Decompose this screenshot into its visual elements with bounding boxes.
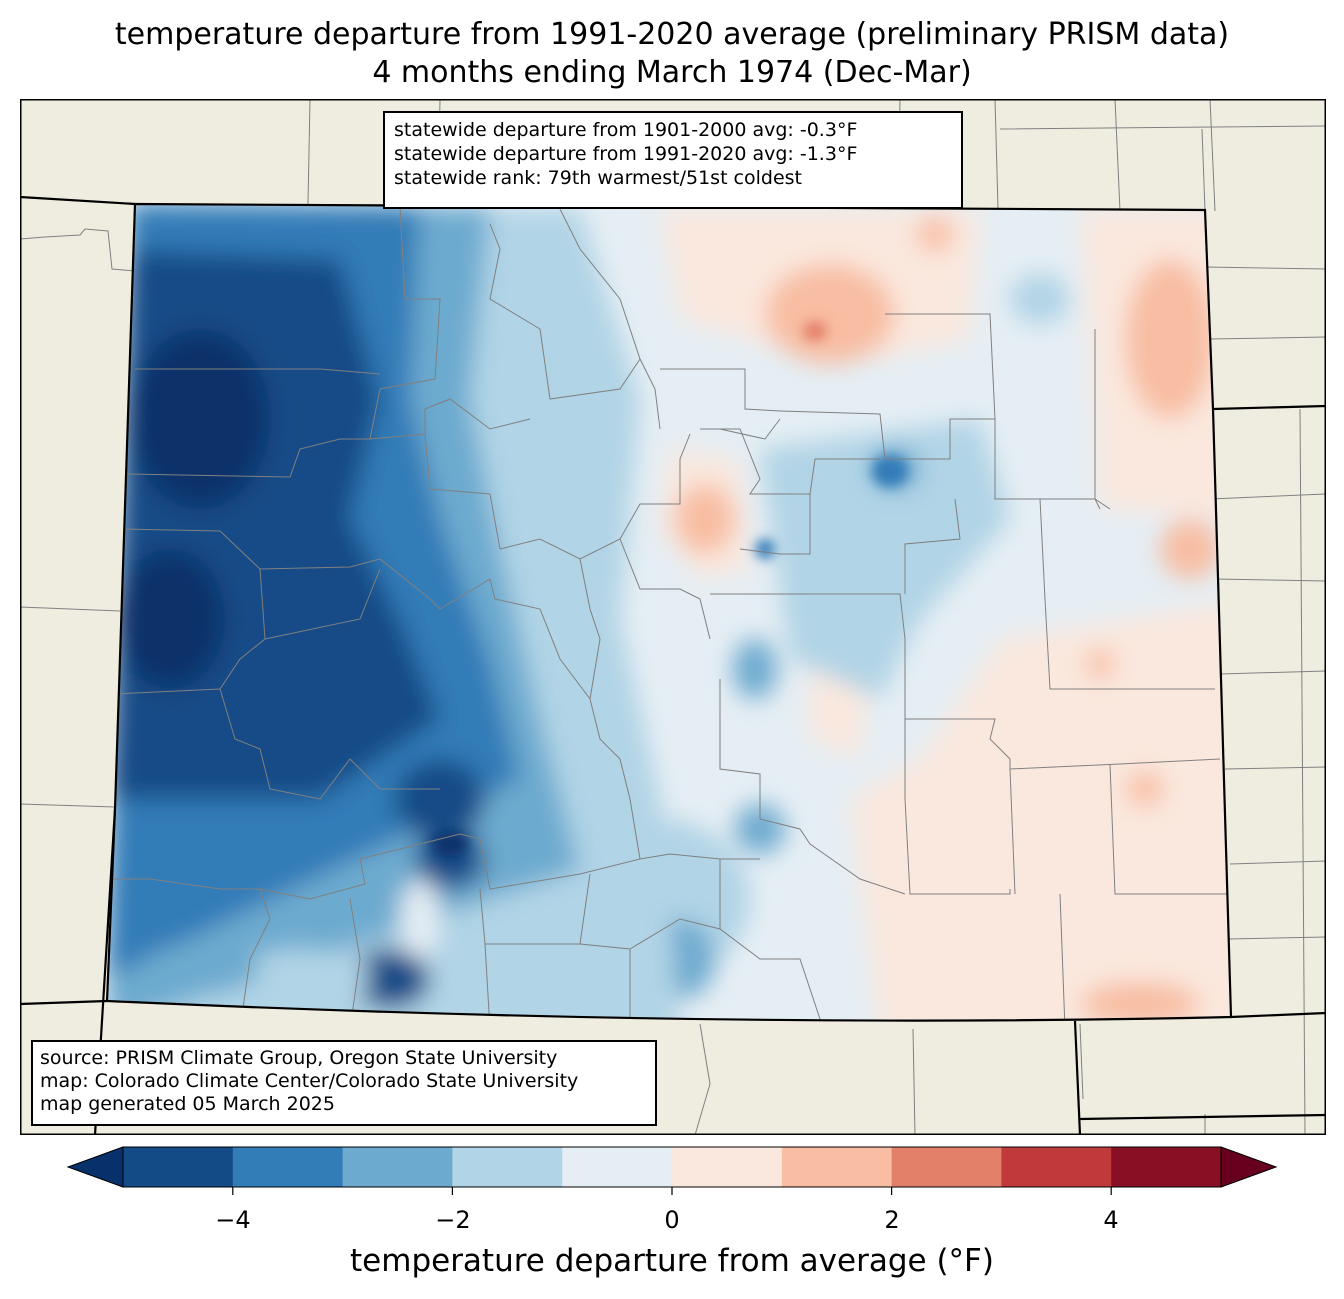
map-frame [20,99,1326,1135]
colorbar-extend-under [66,1146,124,1188]
colorbar-bin [342,1147,453,1187]
stat-rank: statewide rank: 79th warmest/51st coldes… [394,167,803,189]
colorbar-bin [562,1147,673,1187]
stat-departure-1991-2020: statewide departure from 1991-2020 avg: … [394,143,858,165]
generated-date-line: map generated 05 March 2025 [40,1093,335,1115]
map-credit-line: map: Colorado Climate Center/Colorado St… [40,1070,579,1092]
colorbar-bin [672,1147,783,1187]
colorbar-label: temperature departure from average (°F) [350,1243,994,1279]
colorbar-tick-label: 2 [884,1206,900,1234]
colorbar-extend-over [1220,1146,1278,1188]
colorbar-bin [123,1147,234,1187]
chart-title: temperature departure from 1991-2020 ave… [114,17,1230,52]
colorbar-tick-label: −4 [215,1206,251,1234]
colorbar-tick-label: 4 [1103,1206,1119,1234]
colorbar-bin [891,1147,1002,1187]
colorbar-bin [232,1147,344,1187]
colorbar-tick-label: −2 [435,1206,471,1234]
chart-subtitle: 4 months ending March 1974 (Dec-Mar) [372,55,972,90]
statewide-stats-box: statewide departure from 1901-2000 avg: … [383,111,963,209]
source-line: source: PRISM Climate Group, Oregon Stat… [40,1047,558,1069]
colorbar-bin [1111,1147,1222,1187]
stat-departure-1901-2000: statewide departure from 1901-2000 avg: … [394,119,858,141]
colorado-map [20,99,1326,1135]
colorbar-bin [1001,1147,1112,1187]
source-box: source: PRISM Climate Group, Oregon Stat… [31,1040,657,1126]
colorbar-bin [452,1147,563,1187]
colorbar [66,1146,1278,1195]
temperature-departure-field [107,204,1231,1021]
colorbar-tick-label: 0 [664,1206,680,1234]
colorbar-bin [781,1147,893,1187]
county-lines [110,204,1230,1021]
